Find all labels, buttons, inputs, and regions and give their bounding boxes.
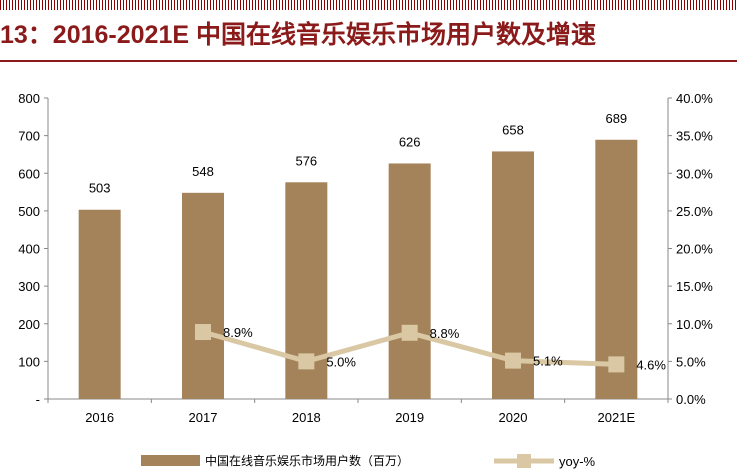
yoy-point — [401, 324, 418, 341]
legend-bar-swatch — [141, 455, 200, 466]
yoy-value-label: 8.8% — [430, 326, 460, 341]
right-tick-label: 25.0% — [676, 204, 713, 219]
bar-value-label: 689 — [605, 111, 627, 126]
top-decorative-rule — [0, 0, 737, 10]
left-tick-label: 100 — [18, 354, 40, 369]
left-tick-label: 400 — [18, 242, 40, 257]
yoy-point — [195, 324, 211, 341]
x-tick-label: 2018 — [292, 410, 321, 425]
left-tick-label: 600 — [18, 166, 40, 181]
bar-value-label: 503 — [89, 181, 111, 196]
right-tick-label: 10.0% — [676, 317, 713, 332]
bar — [388, 163, 431, 399]
x-tick-label: 2016 — [85, 410, 114, 425]
legend-line-marker — [517, 454, 531, 468]
right-tick-label: 35.0% — [676, 129, 713, 144]
right-tick-label: 40.0% — [676, 91, 713, 106]
yoy-point — [298, 353, 315, 370]
x-tick-label: 2021E — [598, 410, 636, 425]
x-tick-label: 2019 — [395, 410, 424, 425]
legend-line-label: yoy-% — [559, 454, 596, 469]
yoy-value-label: 5.1% — [533, 354, 563, 369]
left-tick-label: 300 — [18, 279, 40, 294]
left-tick-label: 500 — [18, 204, 40, 219]
left-tick-label: 700 — [18, 129, 40, 144]
bar — [78, 209, 121, 399]
right-tick-label: 0.0% — [676, 392, 706, 407]
yoy-point — [505, 352, 521, 369]
right-tick-label: 15.0% — [676, 279, 713, 294]
bar — [595, 139, 638, 400]
right-tick-label: 30.0% — [676, 166, 713, 181]
legend-bar-label: 中国在线音乐娱乐市场用户数（百万） — [205, 453, 409, 468]
right-tick-label: 20.0% — [676, 242, 713, 257]
bar-value-label: 576 — [295, 153, 317, 168]
bar-value-label: 658 — [502, 122, 524, 137]
bar-value-label: 548 — [192, 164, 214, 179]
bar-value-label: 626 — [399, 134, 421, 149]
left-tick-label: 800 — [18, 91, 40, 106]
chart-title: 13：2016-2021E 中国在线音乐娱乐市场用户数及增速 — [0, 21, 596, 49]
right-tick-label: 5.0% — [676, 354, 706, 369]
left-tick-label: - — [36, 392, 40, 407]
title-underline — [0, 60, 737, 62]
x-tick-label: 2020 — [499, 410, 528, 425]
yoy-value-label: 8.9% — [223, 325, 253, 340]
left-tick-label: 200 — [18, 317, 40, 332]
yoy-value-label: 4.6% — [636, 357, 666, 372]
x-tick-label: 2017 — [189, 410, 218, 425]
bar — [182, 192, 224, 399]
yoy-point — [608, 356, 625, 373]
yoy-value-label: 5.0% — [326, 354, 356, 369]
